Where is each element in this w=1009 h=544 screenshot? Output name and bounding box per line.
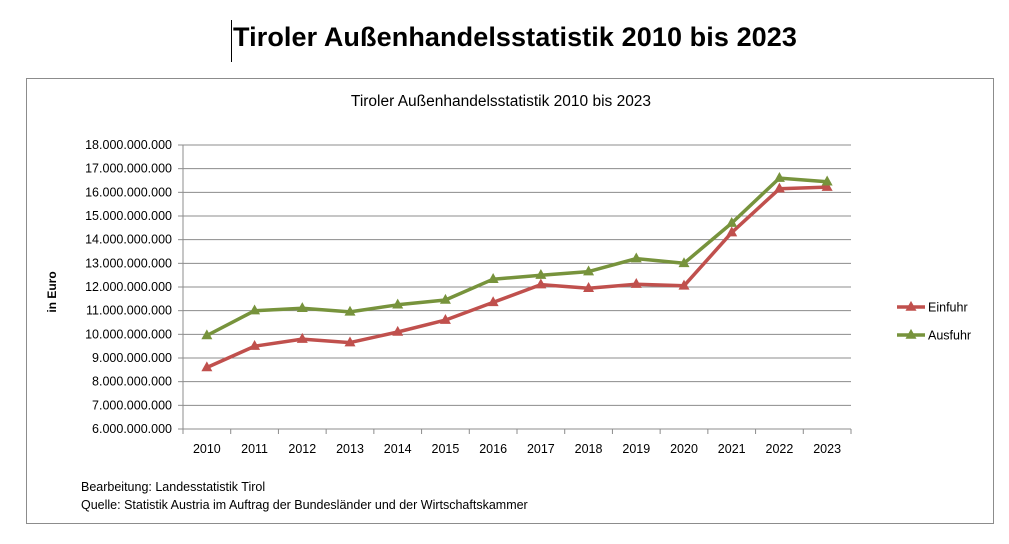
y-axis-label: in Euro xyxy=(45,271,59,312)
x-tick-label: 2014 xyxy=(384,442,412,456)
data-point-einfuhr xyxy=(439,313,451,324)
x-tick-label: 2021 xyxy=(718,442,746,456)
y-tick-label: 14.000.000.000 xyxy=(85,233,172,247)
data-point-ausfuhr xyxy=(630,252,642,263)
x-tick-label: 2022 xyxy=(766,442,794,456)
x-tick-label: 2023 xyxy=(813,442,841,456)
data-point-einfuhr xyxy=(821,180,833,191)
x-tick-label: 2017 xyxy=(527,442,555,456)
y-tick-label: 11.000.000.000 xyxy=(86,304,172,318)
data-point-ausfuhr xyxy=(296,302,308,313)
y-tick-label: 6.000.000.000 xyxy=(92,422,172,436)
data-point-einfuhr xyxy=(773,182,785,193)
y-tick-label: 8.000.000.000 xyxy=(92,375,172,389)
chart-title: Tiroler Außenhandelsstatistik 2010 bis 2… xyxy=(351,93,651,110)
data-point-ausfuhr xyxy=(535,269,547,279)
chart-frame xyxy=(26,78,994,524)
text-cursor xyxy=(231,20,232,62)
data-point-ausfuhr xyxy=(249,304,261,315)
data-point-einfuhr xyxy=(296,332,308,343)
x-tick-label: 2010 xyxy=(193,442,221,456)
data-point-ausfuhr xyxy=(726,216,738,227)
x-tick-label: 2018 xyxy=(575,442,603,456)
legend-marker-ausfuhr xyxy=(905,328,917,339)
x-tick-label: 2012 xyxy=(288,442,316,456)
data-point-ausfuhr xyxy=(344,305,356,316)
x-tick-label: 2019 xyxy=(622,442,650,456)
series-line-einfuhr xyxy=(206,185,828,370)
y-tick-label: 10.000.000.000 xyxy=(85,327,172,341)
y-tick-label: 16.000.000.000 xyxy=(85,185,172,199)
data-point-ausfuhr xyxy=(439,293,451,304)
data-point-ausfuhr xyxy=(678,257,690,268)
data-point-ausfuhr xyxy=(821,175,833,186)
series-line-ausfuhr xyxy=(206,176,828,338)
data-point-einfuhr xyxy=(392,325,404,336)
y-tick-label: 13.000.000.000 xyxy=(85,256,172,270)
page-title: Tiroler Außenhandelsstatistik 2010 bis 2… xyxy=(233,22,798,52)
y-tick-label: 15.000.000.000 xyxy=(85,209,172,223)
y-tick-label: 9.000.000.000 xyxy=(92,351,172,365)
data-point-ausfuhr xyxy=(773,171,785,182)
y-tick-label: 12.000.000.000 xyxy=(85,280,172,294)
data-point-einfuhr xyxy=(678,279,690,290)
y-tick-label: 7.000.000.000 xyxy=(92,398,172,412)
x-tick-label: 2013 xyxy=(336,442,364,456)
legend-label-einfuhr: Einfuhr xyxy=(928,301,968,315)
x-tick-label: 2016 xyxy=(479,442,507,456)
data-point-einfuhr xyxy=(630,278,642,288)
data-point-ausfuhr xyxy=(392,298,404,309)
data-point-einfuhr xyxy=(249,340,261,350)
x-tick-label: 2011 xyxy=(241,442,268,456)
y-tick-label: 17.000.000.000 xyxy=(85,162,172,176)
data-point-einfuhr xyxy=(583,282,595,292)
legend-marker-einfuhr xyxy=(905,300,917,311)
legend-label-ausfuhr: Ausfuhr xyxy=(928,329,971,343)
data-point-einfuhr xyxy=(487,296,499,307)
data-point-einfuhr xyxy=(535,278,547,289)
data-point-ausfuhr xyxy=(583,265,595,276)
data-point-einfuhr xyxy=(344,336,356,347)
x-tick-label: 2015 xyxy=(432,442,460,456)
y-tick-label: 18.000.000.000 xyxy=(85,138,172,152)
data-point-einfuhr xyxy=(201,361,213,372)
data-point-ausfuhr xyxy=(487,273,499,283)
x-tick-label: 2020 xyxy=(670,442,698,456)
data-point-einfuhr xyxy=(726,226,738,237)
footnote-editor: Bearbeitung: Landesstatistik Tirol xyxy=(81,480,266,494)
footnote-source: Quelle: Statistik Austria im Auftrag der… xyxy=(81,498,528,512)
data-point-ausfuhr xyxy=(201,329,213,340)
